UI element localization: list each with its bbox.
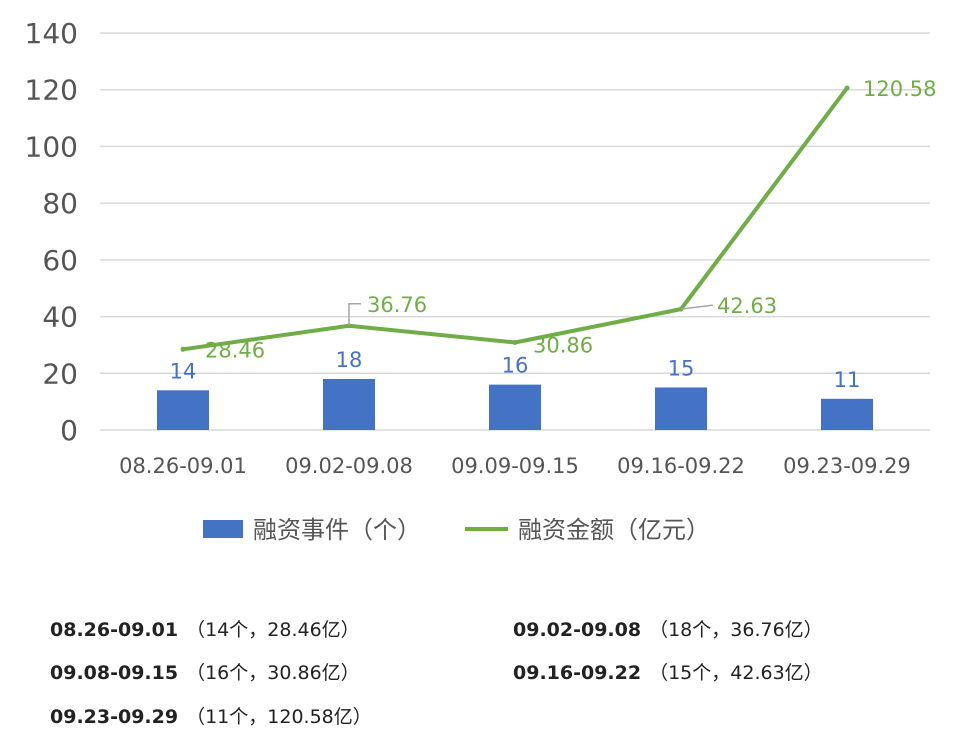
y-tick-label: 140 [25,17,78,50]
summary-item-3: 09.08-09.15 （16个，30.86亿） [50,658,360,685]
y-tick-label: 40 [42,301,78,334]
line-data-label: 42.63 [717,294,777,318]
summary-detail: （15个，42.63亿） [649,662,823,684]
summary-item-5: 09.23-09.29 （11个，120.58亿） [50,702,372,729]
bar [821,398,873,430]
line-point [512,339,518,345]
bar-data-label: 16 [502,354,529,378]
line-series: 28.46 36.76 30.86 42.63 120.58 [180,77,936,362]
summary-item-2: 09.02-09.08 （18个，36.76亿） [513,615,823,642]
x-tick-label: 09.23-09.29 [783,454,911,478]
summary-range: 09.16-09.22 [513,662,642,684]
legend-swatch-bar [203,520,243,538]
legend-label-bar: 融资事件（个） [253,516,421,544]
summary-detail: （14个，28.46亿） [186,619,360,641]
line-point [180,346,186,352]
legend: 融资事件（个） 融资金额（亿元） [203,516,710,544]
line-data-label: 120.58 [863,77,936,101]
bar [323,378,375,430]
line-data-label: 28.46 [205,338,265,362]
x-tick-label: 08.26-09.01 [119,454,247,478]
summary-detail: （16个，30.86亿） [186,662,360,684]
bar-data-label: 15 [668,356,695,380]
line-data-label: 36.76 [367,293,427,317]
y-tick-label: 80 [42,187,78,220]
summary-range: 09.23-09.29 [50,706,179,728]
y-tick-label: 100 [25,130,78,163]
label-leader-line [348,303,361,326]
bar-data-label: 14 [170,359,197,383]
bar-series: 14 18 16 15 11 [157,348,873,430]
bar [157,390,209,430]
summary-range: 08.26-09.01 [50,619,179,641]
bar [489,384,541,430]
y-tick-label: 60 [42,244,78,277]
summary-item-1: 08.26-09.01 （14个，28.46亿） [50,615,360,642]
legend-label-line: 融资金额（亿元） [518,516,710,544]
x-tick-label: 09.02-09.08 [285,454,413,478]
label-leader-line [680,304,714,310]
combo-chart: 0 20 40 60 80 100 120 140 14 18 16 15 11 08.26-09.0… [25,17,937,544]
y-axis-ticks: 0 20 40 60 80 100 120 140 [25,17,78,447]
bar [655,387,707,430]
x-axis-labels: 08.26-09.01 09.02-09.08 09.09-09.15 09.16-0… [119,454,911,478]
gridlines [100,32,930,431]
bar-data-label: 11 [834,368,861,392]
x-tick-label: 09.16-09.22 [617,454,745,478]
summary-detail: （11个，120.58亿） [186,706,372,728]
y-tick-label: 0 [60,414,78,447]
line-data-label: 30.86 [533,333,593,357]
x-tick-label: 09.09-09.15 [451,454,579,478]
summary-range: 09.02-09.08 [513,619,642,641]
y-tick-label: 120 [25,74,78,107]
summary-range: 09.08-09.15 [50,662,179,684]
bar-data-label: 18 [336,348,363,372]
summary-detail: （18个，36.76亿） [649,619,823,641]
line-point [844,85,850,91]
summary-item-4: 09.16-09.22 （15个，42.63亿） [513,658,823,685]
y-tick-label: 20 [42,357,78,390]
